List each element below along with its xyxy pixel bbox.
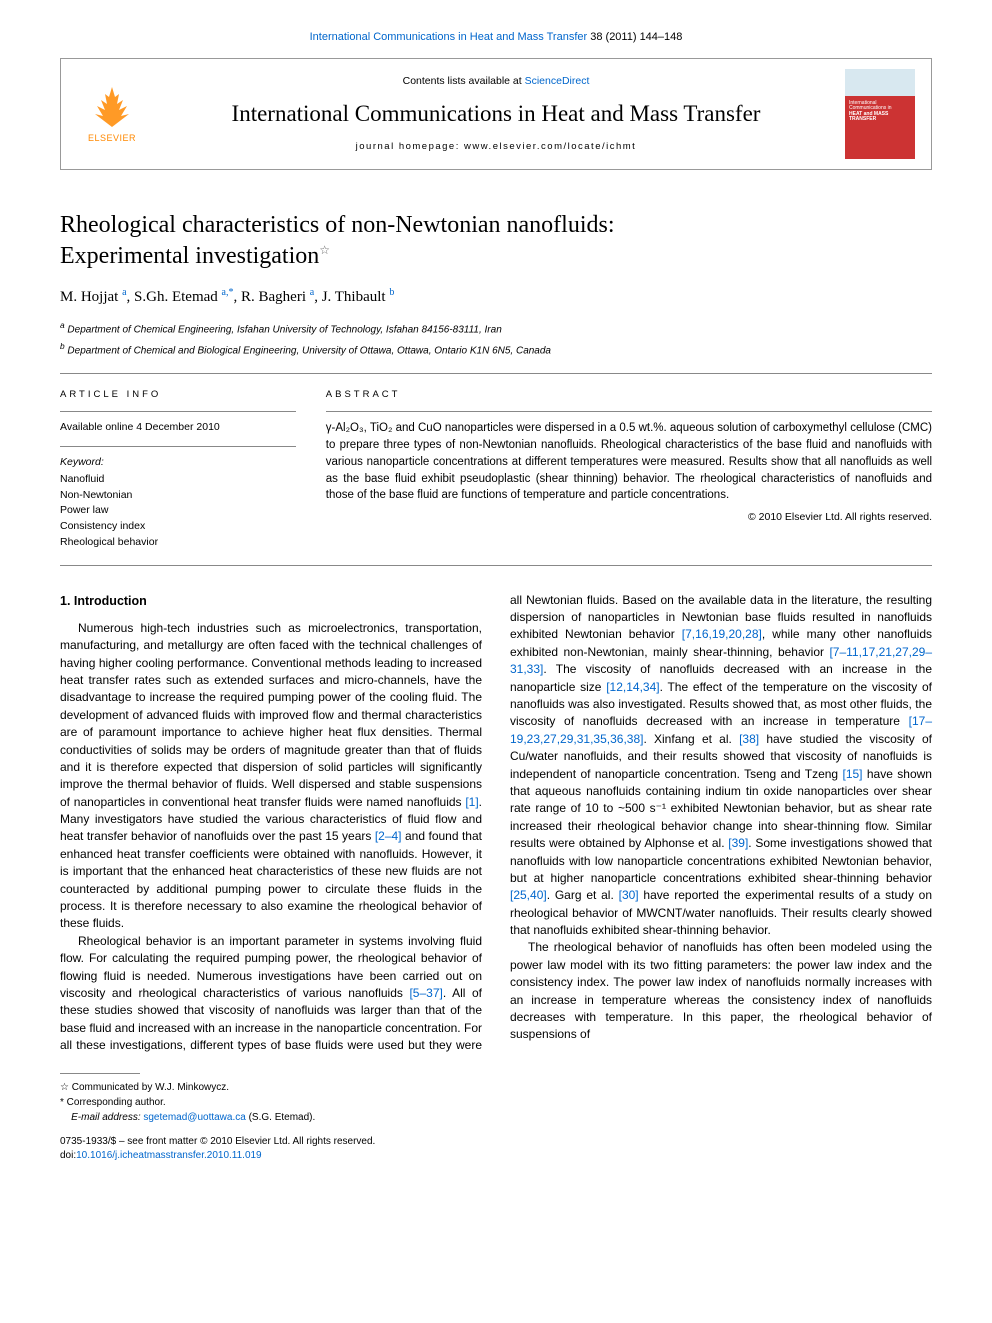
abstract-text: γ-Al₂O₃, TiO₂ and CuO nanoparticles were… (326, 420, 932, 503)
abstract-label: ABSTRACT (326, 388, 932, 402)
ref-30[interactable]: [30] (619, 888, 639, 902)
article-title: Rheological characteristics of non-Newto… (60, 210, 932, 272)
abstract-col: ABSTRACT γ-Al₂O₃, TiO₂ and CuO nanoparti… (326, 388, 932, 551)
abstract-rule (326, 411, 932, 412)
doi-label: doi: (60, 1150, 76, 1161)
ref-15[interactable]: [15] (842, 767, 862, 781)
body-para-3: The rheological behavior of nanofluids h… (510, 939, 932, 1043)
keyword-4: Consistency index (60, 519, 296, 535)
ref-12-34[interactable]: [12,14,34] (606, 680, 659, 694)
email-suffix: (S.G. Etemad). (246, 1112, 315, 1123)
journal-main-title: International Communications in Heat and… (147, 97, 845, 130)
author-2: S.Gh. Etemad (134, 289, 218, 305)
cover-text: International Communications in HEAT and… (849, 101, 915, 123)
publisher-name: ELSEVIER (88, 132, 136, 145)
footnote-email: E-mail address: sgetemad@uottawa.ca (S.G… (60, 1110, 932, 1125)
keyword-1: Nanofluid (60, 472, 296, 488)
keyword-2: Non-Newtonian (60, 488, 296, 504)
journal-cover-thumbnail: International Communications in HEAT and… (845, 69, 915, 159)
info-abstract-row: ARTICLE INFO Available online 4 December… (60, 388, 932, 551)
affiliation-a: a Department of Chemical Engineering, Is… (60, 319, 932, 338)
footnote-corresponding: * Corresponding author. (60, 1095, 932, 1110)
contents-prefix: Contents lists available at (403, 75, 525, 87)
authors-line: M. Hojjat a, S.Gh. Etemad a,*, R. Bagher… (60, 286, 932, 309)
info-rule-2 (60, 446, 296, 447)
homepage-line: journal homepage: www.elsevier.com/locat… (147, 140, 845, 154)
keyword-3: Power law (60, 503, 296, 519)
p1a: Numerous high-tech industries such as mi… (60, 621, 482, 809)
rule-below-info (60, 565, 932, 566)
article-info-col: ARTICLE INFO Available online 4 December… (60, 388, 296, 551)
author-1-sup: a (122, 287, 126, 298)
issn-line: 0735-1933/$ – see front matter © 2010 El… (60, 1135, 932, 1150)
ref-39[interactable]: [39] (728, 836, 748, 850)
rule-above-info (60, 373, 932, 374)
footnote-communicated: ☆ Communicated by W.J. Minkowycz. (60, 1080, 932, 1095)
section-1-heading: 1. Introduction (60, 592, 482, 610)
email-link[interactable]: sgetemad@uottawa.ca (143, 1112, 245, 1123)
citation-text: 38 (2011) 144–148 (590, 31, 682, 43)
affil-b-sup: b (60, 341, 65, 351)
footnote-separator (60, 1073, 140, 1074)
author-3: R. Bagheri (241, 289, 306, 305)
homepage-url: www.elsevier.com/locate/ichmt (464, 141, 636, 152)
cover-line3: TRANSFER (849, 117, 915, 123)
author-4: J. Thibault (322, 289, 386, 305)
elsevier-tree-icon (87, 82, 137, 132)
publisher-logo-block: ELSEVIER (77, 79, 147, 149)
title-line-1: Rheological characteristics of non-Newto… (60, 212, 615, 238)
keywords-label: Keyword: (60, 455, 296, 470)
journal-citation-header: International Communications in Heat and… (60, 30, 932, 46)
affiliation-b: b Department of Chemical and Biological … (60, 340, 932, 359)
ref-2-4[interactable]: [2–4] (375, 829, 402, 843)
author-2-sup: a, (222, 287, 229, 298)
p1c: and found that enhanced heat transfer co… (60, 829, 482, 930)
homepage-prefix: journal homepage: (356, 141, 464, 152)
ref-7-28[interactable]: [7,16,19,20,28] (682, 627, 762, 641)
title-footnote-star: ☆ (319, 243, 330, 257)
contents-line: Contents lists available at ScienceDirec… (147, 74, 845, 89)
ref-38[interactable]: [38] (739, 732, 759, 746)
author-1: M. Hojjat (60, 289, 118, 305)
doi-link[interactable]: 10.1016/j.icheatmasstransfer.2010.11.019 (76, 1150, 262, 1161)
header-center: Contents lists available at ScienceDirec… (147, 74, 845, 154)
ref-25-40[interactable]: [25,40] (510, 888, 547, 902)
article-info-label: ARTICLE INFO (60, 388, 296, 402)
abstract-copyright: © 2010 Elsevier Ltd. All rights reserved… (326, 510, 932, 525)
author-4-sup: b (389, 287, 394, 298)
sciencedirect-link[interactable]: ScienceDirect (525, 75, 590, 87)
available-online: Available online 4 December 2010 (60, 420, 296, 435)
info-rule-1 (60, 411, 296, 412)
ref-5-37[interactable]: [5–37] (409, 986, 442, 1000)
author-3-sup: a (310, 287, 314, 298)
body-columns: 1. Introduction Numerous high-tech indus… (60, 592, 932, 1055)
affil-a-text: Department of Chemical Engineering, Isfa… (67, 324, 501, 335)
title-line-2: Experimental investigation (60, 243, 319, 269)
journal-header-box: ELSEVIER Contents lists available at Sci… (60, 58, 932, 170)
ref-1[interactable]: [1] (465, 795, 478, 809)
body-para-1: Numerous high-tech industries such as mi… (60, 620, 482, 933)
keyword-5: Rheological behavior (60, 535, 296, 551)
author-2-corr: * (229, 287, 234, 298)
p2f: . Xinfang et al. (643, 732, 739, 746)
affil-b-text: Department of Chemical and Biological En… (67, 345, 551, 356)
journal-title-link[interactable]: International Communications in Heat and… (310, 31, 588, 43)
affil-a-sup: a (60, 320, 65, 330)
p2j: . Garg et al. (547, 888, 619, 902)
email-label: E-mail address: (71, 1112, 143, 1123)
doi-line: doi:10.1016/j.icheatmasstransfer.2010.11… (60, 1149, 932, 1164)
